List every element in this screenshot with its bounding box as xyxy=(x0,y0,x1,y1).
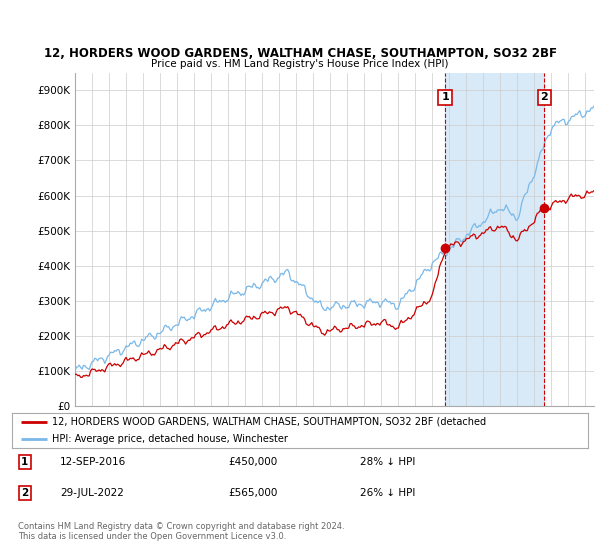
Text: 1: 1 xyxy=(21,457,28,467)
Text: 2: 2 xyxy=(541,92,548,102)
Text: 12-SEP-2016: 12-SEP-2016 xyxy=(60,457,126,467)
Text: 2: 2 xyxy=(21,488,28,498)
Text: Contains HM Land Registry data © Crown copyright and database right 2024.: Contains HM Land Registry data © Crown c… xyxy=(18,522,344,531)
Text: £565,000: £565,000 xyxy=(228,488,277,498)
Text: 12, HORDERS WOOD GARDENS, WALTHAM CHASE, SOUTHAMPTON, SO32 2BF (detached: 12, HORDERS WOOD GARDENS, WALTHAM CHASE,… xyxy=(52,417,487,427)
Text: This data is licensed under the Open Government Licence v3.0.: This data is licensed under the Open Gov… xyxy=(18,532,286,541)
Text: £450,000: £450,000 xyxy=(228,457,277,467)
Text: 12, HORDERS WOOD GARDENS, WALTHAM CHASE, SOUTHAMPTON, SO32 2BF: 12, HORDERS WOOD GARDENS, WALTHAM CHASE,… xyxy=(44,46,557,60)
Text: HPI: Average price, detached house, Winchester: HPI: Average price, detached house, Winc… xyxy=(52,435,288,444)
Text: Price paid vs. HM Land Registry's House Price Index (HPI): Price paid vs. HM Land Registry's House … xyxy=(151,59,449,69)
Bar xyxy=(445,73,544,406)
Text: 29-JUL-2022: 29-JUL-2022 xyxy=(60,488,124,498)
Text: 26% ↓ HPI: 26% ↓ HPI xyxy=(360,488,415,498)
Text: 28% ↓ HPI: 28% ↓ HPI xyxy=(360,457,415,467)
Text: 1: 1 xyxy=(441,92,449,102)
